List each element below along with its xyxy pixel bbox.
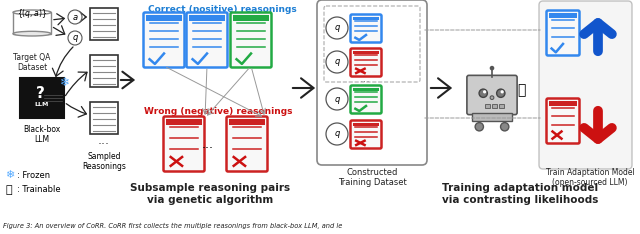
Text: ❄: ❄ (5, 170, 14, 180)
Bar (549, 101, 577, 106)
FancyBboxPatch shape (143, 12, 184, 67)
Bar (353, 123, 379, 126)
Bar (166, 119, 202, 125)
Text: Correct (positive) reasonings: Correct (positive) reasonings (148, 5, 296, 14)
Bar (233, 15, 269, 21)
Bar (353, 88, 379, 91)
Circle shape (490, 66, 494, 70)
Circle shape (497, 89, 505, 97)
Text: Sampled
Reasonings: Sampled Reasonings (82, 152, 126, 171)
FancyBboxPatch shape (351, 121, 381, 149)
FancyBboxPatch shape (351, 48, 381, 77)
Text: Train Adaptation Model
(open-sourced LLM): Train Adaptation Model (open-sourced LLM… (546, 168, 634, 187)
Bar (146, 15, 182, 21)
Text: q: q (334, 129, 340, 139)
Bar (13, 12, 51, 34)
Circle shape (326, 88, 348, 110)
FancyBboxPatch shape (317, 0, 427, 165)
Text: Target QA
Dataset: Target QA Dataset (13, 53, 51, 72)
FancyBboxPatch shape (467, 75, 517, 115)
Bar (90, 8, 118, 40)
Bar (472, 113, 511, 121)
Text: Subsample reasoning pairs
via genetic algorithm: Subsample reasoning pairs via genetic al… (130, 183, 290, 205)
Circle shape (483, 90, 486, 93)
Circle shape (326, 17, 348, 39)
Bar (499, 104, 504, 108)
FancyBboxPatch shape (547, 11, 579, 55)
Text: $\{(q,a)\}$: $\{(q,a)\}$ (17, 7, 47, 19)
FancyBboxPatch shape (230, 12, 271, 67)
Circle shape (68, 10, 82, 24)
Text: 🔥: 🔥 (517, 83, 525, 97)
Text: q: q (334, 58, 340, 66)
Text: Wrong (negative) reasonings: Wrong (negative) reasonings (144, 107, 292, 116)
Text: q: q (334, 95, 340, 103)
Text: q: q (72, 33, 77, 43)
FancyBboxPatch shape (351, 85, 381, 113)
Text: 🔥: 🔥 (5, 185, 12, 195)
FancyBboxPatch shape (20, 78, 64, 118)
Bar (90, 55, 118, 87)
Text: LLM: LLM (35, 102, 49, 106)
Ellipse shape (13, 10, 51, 15)
Bar (90, 102, 118, 134)
Text: Figure 3: An overview of CoRR. CoRR first collects the multiple reasonings from : Figure 3: An overview of CoRR. CoRR firs… (3, 223, 342, 229)
Bar (549, 13, 577, 18)
Bar (353, 17, 379, 20)
Bar (485, 104, 490, 108)
Text: ...: ... (360, 73, 371, 84)
Text: ...: ... (202, 138, 214, 150)
Circle shape (500, 123, 509, 131)
Ellipse shape (13, 31, 51, 36)
FancyBboxPatch shape (351, 15, 381, 43)
Circle shape (326, 123, 348, 145)
Text: ...: ... (98, 134, 110, 146)
Bar (229, 119, 265, 125)
Text: : Trainable: : Trainable (17, 186, 61, 194)
Text: Black-box
LLM: Black-box LLM (24, 125, 61, 144)
FancyBboxPatch shape (227, 117, 268, 172)
Text: a: a (72, 12, 77, 22)
Circle shape (490, 96, 494, 99)
Text: ?: ? (36, 87, 44, 102)
Text: q: q (334, 23, 340, 33)
Circle shape (475, 123, 483, 131)
Text: Training adaptation model
via contrasting likelihoods: Training adaptation model via contrastin… (442, 183, 598, 205)
Text: Constructed
Training Dataset: Constructed Training Dataset (338, 168, 406, 187)
FancyBboxPatch shape (547, 99, 579, 143)
Circle shape (479, 89, 488, 97)
FancyBboxPatch shape (539, 1, 632, 169)
FancyBboxPatch shape (163, 117, 205, 172)
Bar (189, 15, 225, 21)
Bar (492, 104, 497, 108)
FancyBboxPatch shape (186, 12, 227, 67)
Text: ❄: ❄ (60, 76, 70, 88)
Circle shape (500, 90, 504, 93)
Text: : Frozen: : Frozen (17, 171, 50, 179)
Circle shape (326, 51, 348, 73)
Circle shape (68, 31, 82, 45)
Bar (353, 51, 379, 54)
